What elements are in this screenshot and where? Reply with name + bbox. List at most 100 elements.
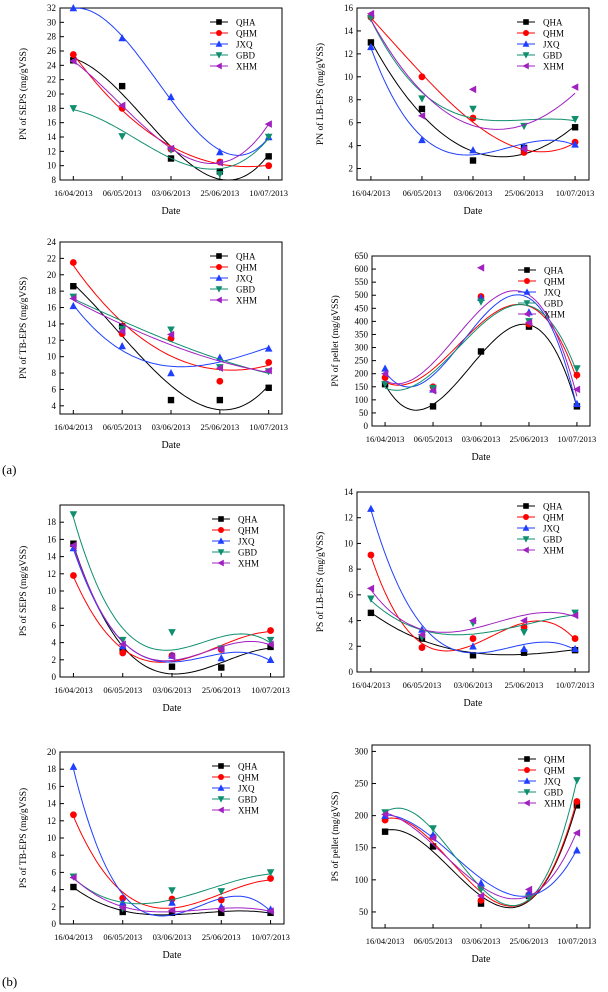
y-tick-label: 100	[355, 395, 369, 405]
x-axis-label: Date	[472, 954, 491, 965]
point-xhm	[264, 366, 272, 375]
chart-6: 0 2 4 6 8 10 12 14 16/04/2013 06/05/2013 03/06/201…	[315, 487, 594, 709]
legend-marker	[524, 267, 530, 273]
point-gbd	[520, 628, 528, 637]
x-tick-label: 25/06/2013	[510, 936, 549, 946]
trend-line-xhm	[73, 299, 269, 373]
legend-marker	[523, 300, 531, 307]
point-xhm	[266, 640, 274, 649]
legend-marker	[216, 19, 222, 25]
y-tick-label: 500	[355, 290, 369, 300]
point-xhm	[520, 145, 528, 153]
trend-line-qha	[73, 57, 270, 181]
point-qha	[429, 843, 437, 850]
point-jxq	[367, 504, 375, 512]
legend-marker	[215, 62, 222, 70]
legend-label: JXQ	[238, 537, 255, 547]
x-tick-label: 10/07/2013	[558, 936, 597, 946]
legend-marker	[217, 796, 225, 803]
x-tick-label: 25/06/2013	[202, 685, 241, 695]
point-qhm	[267, 875, 274, 882]
point-xhm	[469, 616, 477, 625]
y-tick-label: 16	[344, 3, 354, 13]
point-qhm	[267, 627, 274, 634]
y-axis-label: PS of LB-EPS (mg/gVSS)	[315, 532, 326, 633]
point-qha	[216, 396, 224, 404]
legend-marker	[523, 288, 531, 295]
y-tick-label: 350	[355, 329, 369, 339]
x-tick-label: 16/04/2013	[54, 932, 93, 942]
legend-label: GBD	[544, 299, 564, 309]
x-tick-label: 03/06/2013	[454, 188, 493, 198]
trend-line-gbd	[370, 600, 576, 636]
point-qha	[267, 643, 274, 651]
legend-label: JXQ	[236, 40, 253, 50]
x-tick-label: 03/06/2013	[152, 188, 191, 198]
y-axis-label: PN of pellet (mg/gVSS)	[330, 295, 341, 387]
legend-label: QHM	[238, 773, 259, 783]
y-tick-label: 8	[349, 95, 354, 105]
chart-1: 8 10 12 14 16 18 20 22 24 26 28 30 32 16/04/2013 06/05…	[18, 3, 288, 217]
point-qha	[418, 105, 426, 113]
y-tick-label: 24	[47, 60, 57, 70]
point-qha	[429, 403, 437, 410]
y-tick-label: 4	[52, 885, 57, 895]
point-gbd	[69, 105, 78, 113]
y-tick-label: 400	[355, 316, 369, 326]
point-gbd	[69, 511, 78, 519]
legend-label: JXQ	[544, 288, 561, 298]
point-jxq	[381, 364, 389, 372]
trend-line-qhm	[72, 816, 271, 909]
y-tick-label: 200	[355, 369, 369, 379]
trend-line-qhm	[72, 576, 271, 663]
point-xhm	[167, 144, 175, 153]
point-gbd	[266, 869, 275, 877]
point-xhm	[217, 905, 225, 914]
legend-label: XHM	[238, 559, 259, 569]
point-qha	[70, 883, 77, 891]
legend-marker	[522, 62, 529, 70]
x-tick-label: 16/04/2013	[54, 188, 93, 198]
legend-label: JXQ	[543, 40, 560, 50]
y-tick-label: 24	[47, 237, 57, 247]
point-xhm	[571, 611, 579, 620]
point-qhm	[571, 635, 579, 642]
legend-marker	[218, 763, 224, 769]
y-tick-label: 300	[355, 746, 369, 756]
x-tick-label: 10/07/2013	[556, 680, 595, 690]
point-jxq	[520, 644, 528, 653]
y-tick-label: 12	[47, 569, 56, 579]
legend-label: QHM	[236, 263, 257, 273]
y-tick-label: 22	[47, 75, 56, 85]
x-tick-label: 06/05/2013	[103, 685, 142, 695]
x-tick-label: 06/05/2013	[103, 188, 142, 198]
x-tick-label: 16/04/2013	[366, 434, 405, 444]
legend-label: GBD	[544, 788, 564, 798]
point-qhm	[265, 162, 273, 170]
point-gbd	[367, 595, 375, 603]
y-tick-label: 12	[47, 335, 56, 345]
trend-line-qha	[72, 544, 271, 675]
legend-marker	[215, 52, 223, 59]
point-xhm	[168, 906, 176, 915]
point-xhm	[417, 630, 426, 639]
legend-label: XHM	[543, 62, 564, 72]
x-axis-label: Date	[163, 950, 182, 961]
x-tick-label: 03/06/2013	[153, 932, 192, 942]
legend-marker	[523, 310, 530, 318]
point-qhm	[119, 649, 127, 657]
point-jxq	[525, 888, 533, 896]
x-tick-label: 25/06/2013	[505, 680, 544, 690]
y-tick-label: 150	[355, 843, 369, 853]
point-xhm	[167, 330, 175, 339]
y-axis-label: PS of TB-EPS (mg/gVSS)	[18, 788, 29, 888]
y-tick-label: 18	[47, 286, 57, 296]
point-xhm	[217, 645, 225, 654]
legend-marker	[217, 806, 224, 814]
point-xhm	[571, 83, 579, 91]
legend-label: QHA	[236, 252, 256, 262]
x-axis-label: Date	[464, 698, 483, 709]
point-xhm	[429, 834, 437, 842]
point-jxq	[469, 642, 477, 650]
point-xhm	[69, 541, 77, 550]
